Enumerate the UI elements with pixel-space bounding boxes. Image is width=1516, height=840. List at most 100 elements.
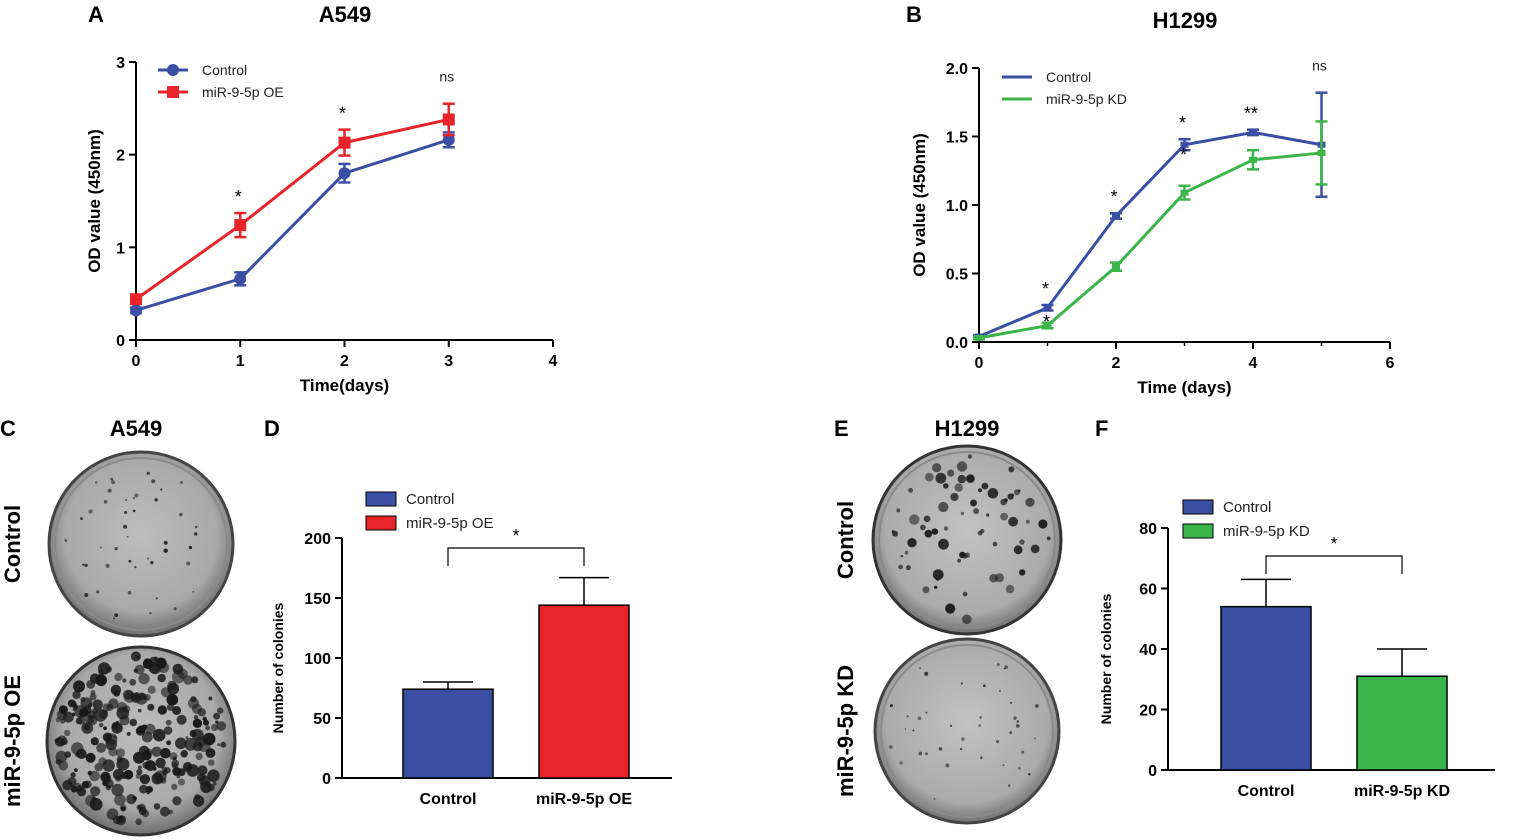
y-axis-label: Number of colonies bbox=[1098, 593, 1114, 724]
colony bbox=[919, 667, 922, 670]
y-tick-label: 0 bbox=[1148, 763, 1157, 780]
colony bbox=[924, 472, 934, 482]
colony bbox=[136, 768, 143, 776]
colony bbox=[55, 750, 68, 763]
colony bbox=[141, 750, 152, 761]
colony bbox=[169, 752, 178, 761]
significance-label: * bbox=[339, 104, 346, 124]
colony bbox=[907, 538, 917, 548]
bar bbox=[402, 688, 494, 779]
colony bbox=[896, 508, 901, 513]
colony bbox=[135, 726, 146, 736]
colony bbox=[92, 708, 99, 714]
legend-label: Control bbox=[1223, 499, 1271, 516]
colony bbox=[908, 487, 913, 493]
colony bbox=[983, 684, 986, 688]
panel-d-letter: D bbox=[264, 416, 280, 441]
colony bbox=[1008, 784, 1011, 787]
colony bbox=[89, 798, 103, 811]
legend-swatch bbox=[365, 491, 397, 507]
colony bbox=[150, 561, 154, 565]
colony bbox=[129, 718, 138, 727]
data-point bbox=[442, 133, 455, 146]
colony bbox=[56, 709, 67, 721]
colony bbox=[129, 678, 137, 686]
significance-label: * bbox=[1180, 145, 1187, 165]
colony bbox=[168, 696, 178, 705]
y-tick-label: 2.0 bbox=[946, 61, 968, 78]
colony bbox=[211, 736, 215, 740]
colony bbox=[106, 808, 119, 820]
colony bbox=[194, 525, 198, 529]
colony bbox=[160, 488, 163, 491]
colony bbox=[1008, 466, 1015, 473]
colony bbox=[112, 769, 125, 781]
panel-f-letter: F bbox=[1095, 416, 1108, 441]
colony bbox=[1004, 665, 1008, 669]
y-tick-label: 0 bbox=[116, 333, 125, 350]
colony bbox=[906, 565, 911, 571]
colony bbox=[116, 757, 130, 771]
colony bbox=[1000, 512, 1008, 521]
data-point bbox=[1180, 141, 1189, 148]
colony bbox=[978, 488, 982, 493]
colony bbox=[904, 550, 909, 555]
colony bbox=[185, 736, 189, 740]
colony bbox=[90, 737, 99, 746]
colony bbox=[957, 474, 966, 484]
colony bbox=[128, 559, 132, 563]
colony bbox=[925, 752, 928, 756]
colony bbox=[134, 493, 139, 498]
legend-label: Control bbox=[406, 491, 454, 508]
colony bbox=[211, 723, 219, 732]
colony bbox=[943, 483, 949, 489]
panel-c-title: A549 bbox=[110, 416, 163, 441]
colony bbox=[61, 738, 68, 746]
colony bbox=[208, 696, 213, 701]
panel-e-title: H1299 bbox=[935, 416, 1000, 441]
colony bbox=[142, 658, 153, 670]
panel-e-row-top-label: Control bbox=[833, 501, 858, 579]
panel-c-row-bottom-label: miR-9-5p OE bbox=[0, 675, 25, 807]
colony bbox=[992, 541, 998, 547]
x-axis-label: Time (days) bbox=[1137, 378, 1231, 397]
colony bbox=[113, 617, 115, 620]
colony bbox=[950, 724, 953, 727]
colony bbox=[127, 590, 132, 595]
colony bbox=[962, 552, 968, 559]
panel-e-letter: E bbox=[834, 416, 849, 441]
colony bbox=[132, 497, 135, 500]
colony bbox=[172, 670, 185, 684]
colony bbox=[54, 738, 59, 743]
colony bbox=[216, 721, 227, 731]
colony bbox=[106, 703, 114, 712]
data-point bbox=[1112, 212, 1120, 219]
colony bbox=[114, 613, 119, 617]
colony bbox=[979, 716, 982, 719]
colony bbox=[139, 784, 148, 794]
colony bbox=[103, 710, 108, 714]
colony bbox=[970, 499, 977, 507]
colony bbox=[1013, 716, 1017, 720]
colony bbox=[73, 680, 85, 693]
legend-marker bbox=[167, 64, 179, 76]
legend-swatch bbox=[1182, 499, 1214, 515]
colony bbox=[152, 728, 166, 742]
colony bbox=[110, 477, 114, 481]
colony bbox=[103, 500, 108, 504]
data-point bbox=[1043, 304, 1052, 311]
colony bbox=[193, 715, 199, 720]
colony bbox=[938, 538, 949, 550]
colony bbox=[178, 778, 185, 786]
data-point bbox=[338, 136, 351, 149]
colony bbox=[70, 700, 77, 707]
colony bbox=[74, 768, 78, 772]
y-tick-label: 100 bbox=[304, 651, 331, 668]
colony bbox=[166, 740, 172, 746]
colony bbox=[207, 783, 215, 792]
colony bbox=[85, 714, 95, 724]
series-line bbox=[135, 117, 450, 301]
colony bbox=[1019, 569, 1026, 576]
colony bbox=[99, 546, 102, 549]
colony bbox=[123, 689, 134, 700]
